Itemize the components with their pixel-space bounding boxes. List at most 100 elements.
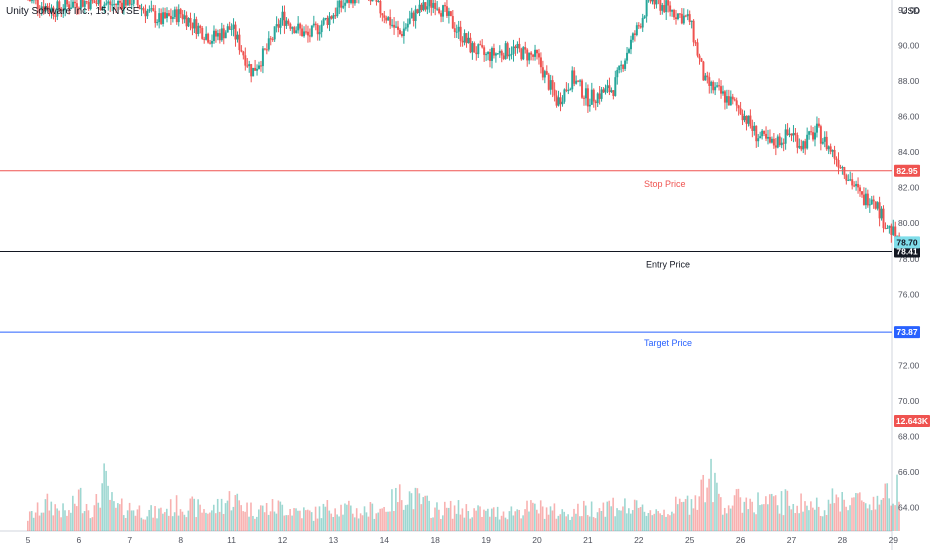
volume-bar (99, 507, 102, 531)
volume-bar (851, 497, 853, 531)
candle-body (64, 0, 67, 11)
volume-bar (351, 513, 354, 531)
volume-bar (465, 504, 468, 531)
price-axis[interactable]: 92.00 90.00 88.00 86.00 84.00 82.00 80.00 78.00… (898, 5, 920, 513)
volume-bar (676, 504, 679, 531)
candle-body (244, 55, 247, 66)
volume-bar (293, 508, 295, 531)
candle-body (193, 19, 196, 29)
volume-bar (201, 512, 203, 531)
volume-bar (584, 505, 587, 531)
volume-bar (608, 500, 611, 531)
candle-body (788, 133, 791, 135)
candle-body (445, 6, 448, 16)
candle-body (876, 202, 879, 209)
x-tick-label: 12 (278, 535, 288, 545)
candle-body (414, 9, 417, 21)
volume-bar (847, 510, 849, 531)
volume-bar (158, 508, 160, 531)
volume-bar (784, 489, 787, 531)
volume-bar (725, 513, 728, 531)
candle-body (882, 208, 885, 229)
candle-body (340, 0, 343, 8)
candle-body (886, 227, 889, 229)
volume-bar (853, 497, 855, 531)
candle-body (710, 81, 713, 86)
volume-bar (136, 509, 139, 531)
candle-body (120, 2, 123, 10)
candle-body (326, 17, 329, 25)
volume-bar (545, 507, 548, 531)
volume-bar (473, 508, 475, 531)
candle-body (383, 15, 386, 18)
candle-body (279, 20, 282, 28)
candle-body (461, 40, 464, 43)
candle-body (52, 7, 55, 16)
volume-bar (639, 507, 642, 531)
volume-bar (212, 504, 215, 531)
volume-bar (254, 518, 256, 531)
volume-bar (776, 505, 779, 531)
volume-bar (248, 516, 250, 531)
volume-bar (203, 509, 205, 531)
volume-bar (287, 515, 289, 531)
symbol-title[interactable]: Unity Software Inc., 15, NYSE (6, 6, 140, 17)
volume-bar (363, 506, 366, 531)
candle-body (555, 95, 558, 106)
candle-body (633, 33, 636, 36)
candle-body (77, 7, 80, 9)
volume-bar (673, 513, 675, 531)
volume-bar (645, 515, 648, 531)
candle-body (83, 1, 86, 7)
volume-bar (316, 518, 319, 531)
candle-body (156, 22, 159, 24)
volume-bar (418, 493, 421, 531)
volume-bar (397, 502, 399, 531)
volume-tag (894, 415, 930, 427)
candle-body (862, 194, 865, 206)
candle-body (853, 185, 856, 187)
volume-bar (238, 500, 241, 531)
volume-bar (718, 493, 720, 531)
candle-body (410, 12, 413, 19)
volume-bar (479, 506, 481, 531)
candle-body (273, 26, 276, 40)
volume-bar (434, 507, 436, 531)
volume-bar (845, 506, 847, 531)
volume-bar (289, 509, 291, 531)
volume-bar (590, 501, 593, 531)
volume-bar (823, 510, 826, 531)
candle-body (218, 33, 221, 41)
volume-bar (688, 514, 691, 531)
volume-bar (344, 503, 346, 531)
volume-bar (234, 495, 237, 531)
candle-body (395, 26, 398, 28)
candle-body (226, 26, 229, 33)
candle-body (765, 133, 768, 139)
candle-body (808, 131, 811, 135)
entry-price-tag (894, 245, 920, 258)
candle-body (30, 0, 33, 2)
volume-bar (83, 511, 86, 531)
volume-bar (95, 494, 98, 531)
y-tick-label: 76.00 (898, 289, 920, 299)
stop-price-tag (894, 164, 920, 177)
volume-bar (111, 492, 113, 531)
candle-body (140, 8, 143, 10)
volume-bar (373, 518, 376, 531)
candle-body (812, 132, 815, 140)
volume-bar (647, 513, 650, 531)
volume-bar (657, 511, 659, 531)
volume-bar (218, 511, 221, 531)
candle-body (216, 33, 219, 37)
candle-body (761, 130, 764, 137)
time-axis[interactable]: 5 6 7 8 11 12 13 14 18 19 20 21 22 25 26 27 28 29 (26, 535, 899, 545)
volume-bar (792, 504, 795, 531)
candle-body (487, 51, 490, 55)
volume-bar (295, 508, 297, 531)
candle-body (54, 15, 57, 17)
currency-label[interactable]: USD (900, 6, 920, 16)
volume-bar (64, 510, 66, 531)
volume-bar (46, 493, 49, 531)
